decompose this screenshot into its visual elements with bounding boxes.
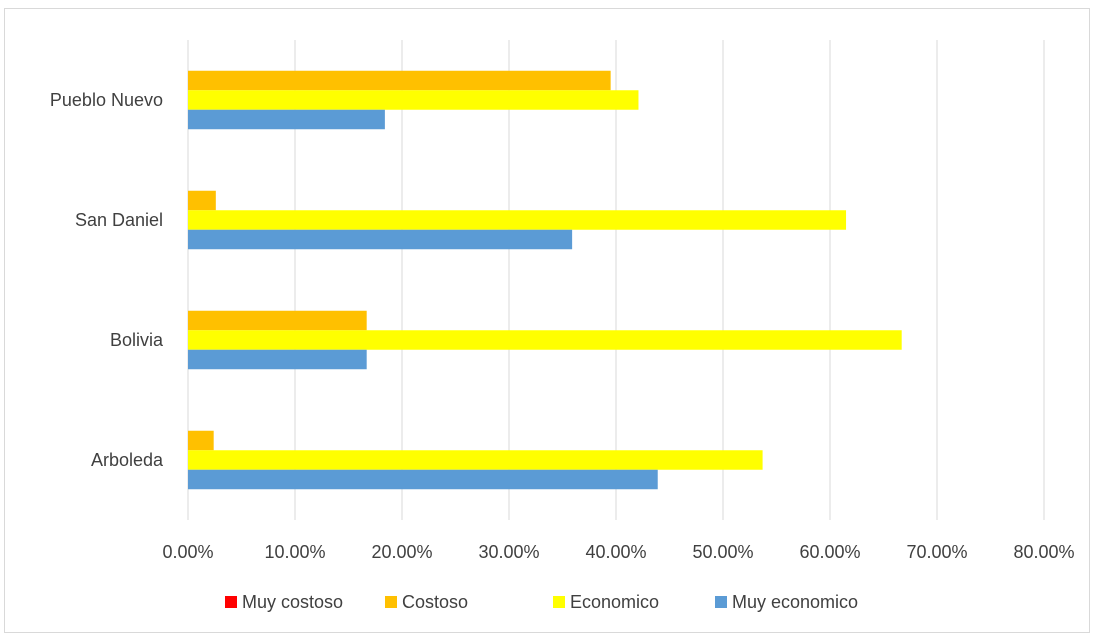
bar-muy-economico	[188, 229, 573, 250]
legend-label: Costoso	[402, 592, 468, 612]
x-tick-label: 80.00%	[1013, 542, 1074, 562]
x-tick-label: 0.00%	[162, 542, 213, 562]
bar-muy-economico	[188, 469, 658, 490]
bar-economico	[188, 90, 639, 110]
bar-economico	[188, 330, 902, 350]
x-tick-label: 20.00%	[371, 542, 432, 562]
bar-muy-economico	[188, 109, 385, 130]
bar-economico	[188, 450, 763, 470]
bar-economico	[188, 210, 847, 230]
category-label: San Daniel	[75, 210, 163, 230]
bar-costoso	[188, 430, 214, 451]
x-tick-label: 40.00%	[585, 542, 646, 562]
x-tick-label: 70.00%	[906, 542, 967, 562]
bar-costoso	[188, 190, 216, 211]
x-tick-label: 50.00%	[692, 542, 753, 562]
bar-muy-economico	[188, 349, 367, 370]
bars	[188, 70, 902, 490]
legend-label: Muy economico	[732, 592, 858, 612]
x-tick-label: 60.00%	[799, 542, 860, 562]
bar-costoso	[188, 70, 611, 91]
category-label: Pueblo Nuevo	[50, 90, 163, 110]
chart-frame	[4, 8, 1090, 633]
legend-label: Muy costoso	[242, 592, 343, 612]
bar-costoso	[188, 310, 367, 331]
legend-swatch	[225, 596, 237, 608]
legend-swatch	[385, 596, 397, 608]
legend-swatch	[715, 596, 727, 608]
category-label: Bolivia	[110, 330, 164, 350]
category-label: Arboleda	[91, 450, 164, 470]
x-tick-label: 30.00%	[478, 542, 539, 562]
category-labels: Arboleda Bolivia San Daniel Pueblo Nuevo	[50, 90, 164, 470]
legend-swatch	[553, 596, 565, 608]
legend-label: Economico	[570, 592, 659, 612]
x-tick-labels: 0.00% 10.00% 20.00% 30.00% 40.00% 50.00% 60.00…	[162, 542, 1074, 562]
x-tick-label: 10.00%	[264, 542, 325, 562]
legend: Muy costoso Costoso Economico Muy economico	[225, 592, 858, 612]
